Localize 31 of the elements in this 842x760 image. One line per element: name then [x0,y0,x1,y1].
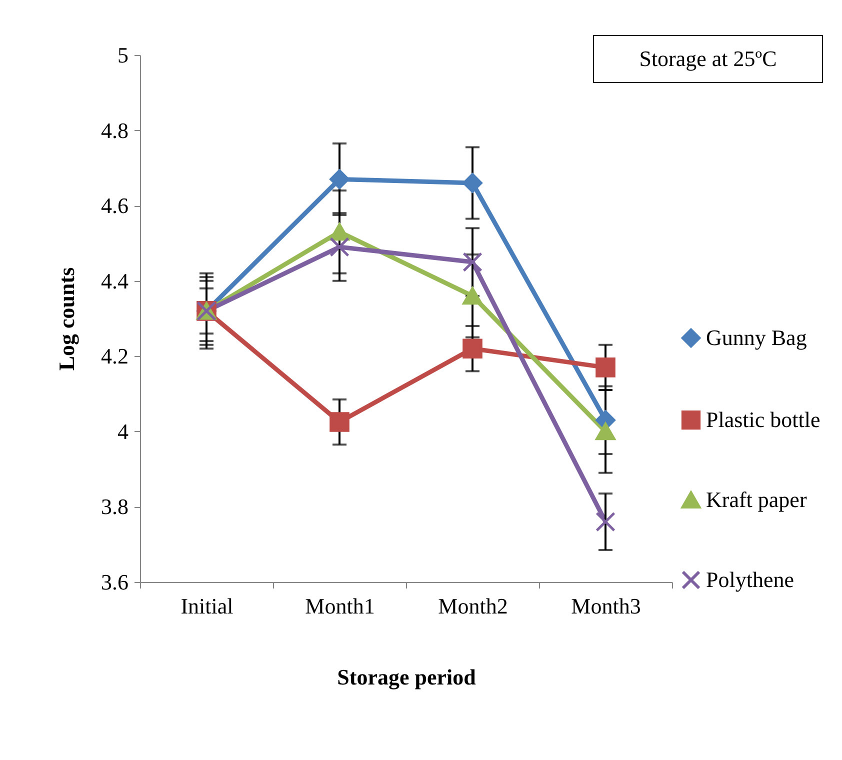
x-tick-label: Month1 [305,594,375,618]
point [596,512,616,532]
point [462,287,482,305]
point [462,173,482,193]
y-tick-label: 4.2 [101,344,128,369]
y-tick-label: 5 [118,42,128,68]
y-tick-label: 4.8 [101,118,128,143]
point [330,237,350,257]
point [462,338,482,359]
point [462,252,482,272]
point [596,358,616,378]
text-frame: Storage at 25ºC [593,35,823,83]
point [330,412,350,432]
x-tick-label: Month3 [571,594,641,618]
y-tick-label: 4 [118,418,128,444]
legend-label: Plastic bottle [706,407,820,432]
y-axis-title: Log counts [54,266,79,371]
legend-label: Kraft paper [706,487,808,512]
x-tick-label: Initial [180,594,234,618]
y-tick-label: 3.8 [101,494,128,520]
legend-label: Gunny Bag [706,325,807,350]
annotation: Storage at 25ºC [639,46,777,72]
y-tick-label: 4.6 [101,193,128,218]
x-tick-label: Month2 [438,594,508,618]
legend-label: Polythene [706,567,794,592]
y-tick-label: 4.4 [101,268,128,294]
x-axis-title: Storage period [337,664,476,690]
point [330,223,350,241]
y-tick-label: 3.6 [101,570,128,594]
point [596,422,616,440]
point [330,169,350,190]
